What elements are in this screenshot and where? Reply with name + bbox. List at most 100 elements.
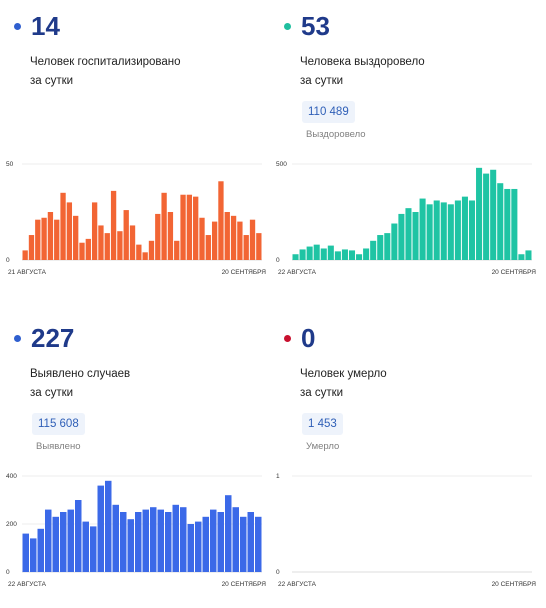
bar [157, 509, 164, 572]
bar [167, 212, 174, 260]
bar-chart: 400 200 0 22 АВГУСТА 20 СЕНТЯБРЯ [6, 473, 266, 588]
bar [217, 512, 224, 572]
bar [447, 204, 454, 260]
bar [180, 194, 186, 260]
bar [142, 509, 149, 572]
y-tick-label: 0 [276, 569, 280, 576]
headline: 14 [14, 6, 60, 46]
description: Человека выздоровело за сутки [300, 53, 500, 91]
description-line: за сутки [30, 387, 74, 399]
bar [54, 219, 60, 260]
bar [483, 173, 490, 260]
bar [518, 254, 525, 260]
bar [186, 194, 193, 260]
bar [150, 507, 157, 572]
bar [468, 200, 476, 260]
x-start-label: 22 АВГУСТА [278, 269, 317, 276]
x-start-label: 21 АВГУСТА [8, 269, 47, 276]
description-line: Человек умерло [300, 368, 387, 380]
bar [433, 200, 440, 260]
bar [52, 516, 59, 572]
x-end-label: 20 СЕНТЯБРЯ [222, 269, 267, 276]
description: Выявлено случаев за сутки [30, 365, 230, 403]
bar [22, 250, 28, 260]
y-tick-label: 500 [276, 161, 287, 168]
description: Человек умерло за сутки [300, 365, 500, 403]
bar [60, 192, 66, 260]
bar [497, 183, 504, 260]
total-value: 115 608 [32, 413, 85, 435]
bar [104, 233, 110, 260]
bar [255, 516, 262, 572]
bar [79, 242, 85, 260]
bar [28, 235, 35, 260]
bar [205, 235, 211, 260]
bar [391, 223, 398, 260]
bar [193, 196, 199, 260]
deaths-panel: 0 Человек умерло за сутки 1 453 Умерло 1… [276, 318, 538, 608]
bar [454, 200, 461, 260]
total-value: 110 489 [302, 101, 355, 123]
bar [240, 516, 247, 572]
bar [67, 509, 74, 572]
bar [398, 213, 405, 260]
bar [123, 210, 129, 260]
bar [341, 249, 348, 260]
bar [419, 198, 426, 260]
bar [37, 528, 44, 572]
blue-dot-icon [14, 22, 21, 30]
total-label: Умерло [306, 441, 340, 452]
y-tick-label: 0 [6, 569, 10, 576]
bar [127, 519, 134, 572]
total-label: Выздоровело [306, 129, 366, 140]
bar [299, 249, 306, 260]
bar [35, 219, 41, 260]
bar [199, 217, 205, 260]
bar [90, 526, 97, 572]
bar [306, 246, 313, 260]
bar [47, 212, 54, 260]
bar [117, 231, 123, 260]
bar [237, 221, 243, 260]
bar [210, 509, 217, 572]
bar [224, 212, 230, 260]
bar [511, 188, 518, 260]
daily-count: 53 [301, 11, 330, 41]
description-line: Выявлено случаев [30, 368, 131, 380]
x-end-label: 20 СЕНТЯБРЯ [492, 269, 537, 276]
bar [292, 254, 299, 260]
description-line: Человека выздоровело [300, 56, 425, 68]
description-line: Человек госпитализировано [30, 56, 181, 68]
bar [187, 524, 194, 572]
bar [334, 251, 341, 260]
y-tick-label: 400 [6, 473, 17, 480]
daily-count: 0 [301, 323, 316, 353]
headline: 227 [14, 318, 74, 358]
bar [232, 507, 239, 572]
description-line: за сутки [300, 387, 344, 399]
bar [504, 188, 511, 260]
bar [405, 208, 412, 260]
bar [142, 252, 148, 260]
blue-dot-icon [14, 334, 21, 342]
bar [426, 204, 433, 260]
bar [195, 521, 202, 572]
recovered-panel: 53 Человека выздоровело за сутки 110 489… [276, 6, 538, 296]
y-tick-label: 50 [6, 161, 14, 168]
bar [377, 235, 384, 260]
y-tick-label: 0 [276, 257, 280, 264]
bar [165, 512, 172, 572]
hospitalized-panel: 14 Человек госпитализировано за сутки 50… [6, 6, 268, 296]
bar [320, 248, 327, 260]
total-label: Выявлено [36, 441, 81, 452]
bar [75, 500, 82, 572]
bar [91, 202, 98, 260]
bar [363, 248, 370, 260]
bar [98, 225, 104, 260]
bar-chart: 1 0 22 АВГУСТА 20 СЕНТЯБРЯ [276, 473, 536, 588]
bar [129, 225, 136, 260]
bar [202, 516, 209, 572]
bar [440, 202, 447, 260]
x-start-label: 22 АВГУСТА [278, 581, 317, 588]
y-tick-label: 1 [276, 473, 280, 480]
